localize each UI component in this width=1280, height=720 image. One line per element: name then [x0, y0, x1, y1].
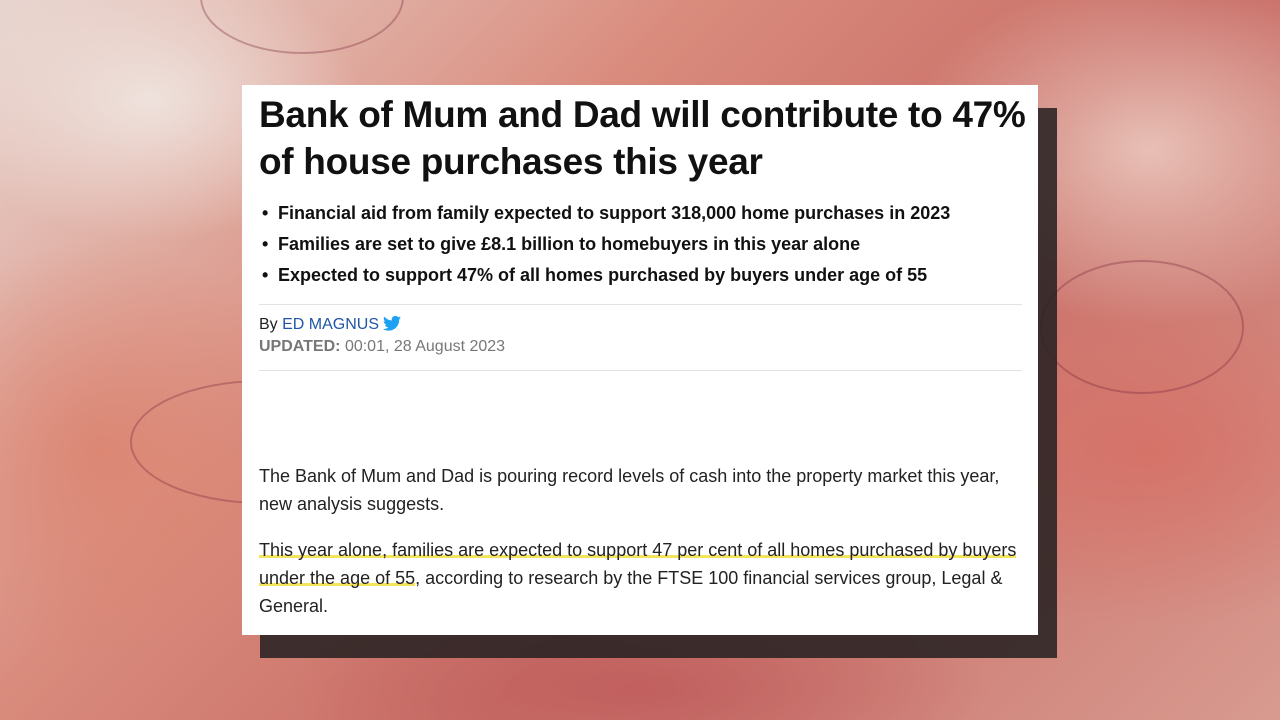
summary-bullet: Families are set to give £8.1 billion to… — [259, 229, 1029, 260]
summary-bullet: Expected to support 47% of all homes pur… — [259, 260, 1029, 291]
author-link[interactable]: ED MAGNUS — [282, 316, 380, 333]
article-card: Bank of Mum and Dad will contribute to 4… — [242, 85, 1038, 635]
byline-prefix: By — [259, 316, 278, 333]
divider — [259, 370, 1022, 371]
background-decoration — [1040, 260, 1244, 394]
paragraph-text: , according to research by the FTSE 100 … — [259, 568, 1003, 616]
updated-value: 00:01, 28 August 2023 — [344, 338, 506, 355]
summary-bullet: Financial aid from family expected to su… — [259, 198, 1029, 229]
updated-label: UPDATED: — [259, 338, 341, 355]
divider — [259, 304, 1022, 305]
twitter-bird-icon[interactable] — [383, 315, 402, 336]
background-decoration — [200, 0, 404, 54]
article-paragraph: The Bank of Mum and Dad is pouring recor… — [259, 466, 1000, 514]
article-title: Bank of Mum and Dad will contribute to 4… — [259, 94, 1026, 182]
byline: By ED MAGNUS — [259, 315, 402, 336]
updated-timestamp: UPDATED: 00:01, 28 August 2023 — [259, 338, 505, 356]
article-paragraph: This year alone, families are expected t… — [259, 536, 1029, 620]
article-summary-bullets: Financial aid from family expected to su… — [259, 198, 1029, 291]
